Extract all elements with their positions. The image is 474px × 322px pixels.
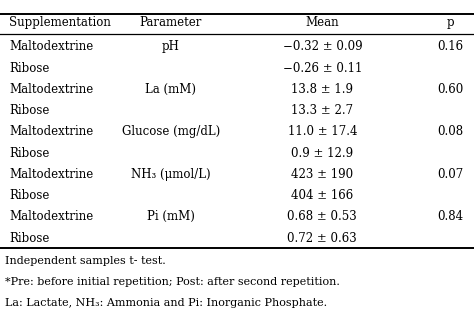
Text: 0.68 ± 0.53: 0.68 ± 0.53 [287, 210, 357, 223]
Text: 404 ± 166: 404 ± 166 [291, 189, 354, 202]
Text: Ribose: Ribose [9, 104, 50, 117]
Text: Maltodextrine: Maltodextrine [9, 83, 94, 96]
Text: 0.16: 0.16 [437, 40, 464, 53]
Text: Ribose: Ribose [9, 232, 50, 244]
Text: Supplementation: Supplementation [9, 16, 111, 29]
Text: Ribose: Ribose [9, 62, 50, 74]
Text: 13.8 ± 1.9: 13.8 ± 1.9 [292, 83, 353, 96]
Text: Maltodextrine: Maltodextrine [9, 168, 94, 181]
Text: Maltodextrine: Maltodextrine [9, 125, 94, 138]
Text: 0.72 ± 0.63: 0.72 ± 0.63 [287, 232, 357, 244]
Text: La (mM): La (mM) [145, 83, 196, 96]
Text: 0.08: 0.08 [437, 125, 464, 138]
Text: p: p [447, 16, 454, 29]
Text: Mean: Mean [306, 16, 339, 29]
Text: 0.84: 0.84 [437, 210, 464, 223]
Text: 13.3 ± 2.7: 13.3 ± 2.7 [291, 104, 354, 117]
Text: Glucose (mg/dL): Glucose (mg/dL) [121, 125, 220, 138]
Text: *Pre: before initial repetition; Post: after second repetition.: *Pre: before initial repetition; Post: a… [5, 277, 339, 287]
Text: Parameter: Parameter [139, 16, 202, 29]
Text: NH₃ (μmol/L): NH₃ (μmol/L) [131, 168, 210, 181]
Text: Maltodextrine: Maltodextrine [9, 210, 94, 223]
Text: pH: pH [162, 40, 180, 53]
Text: −0.26 ± 0.11: −0.26 ± 0.11 [283, 62, 362, 74]
Text: −0.32 ± 0.09: −0.32 ± 0.09 [283, 40, 362, 53]
Text: Pi (mM): Pi (mM) [146, 210, 195, 223]
Text: La: Lactate, NH₃: Ammonia and Pi: Inorganic Phosphate.: La: Lactate, NH₃: Ammonia and Pi: Inorga… [5, 298, 327, 308]
Text: Independent samples t- test.: Independent samples t- test. [5, 256, 165, 266]
Text: 0.07: 0.07 [437, 168, 464, 181]
Text: Maltodextrine: Maltodextrine [9, 40, 94, 53]
Text: 11.0 ± 17.4: 11.0 ± 17.4 [288, 125, 357, 138]
Text: Ribose: Ribose [9, 147, 50, 159]
Text: Ribose: Ribose [9, 189, 50, 202]
Text: 423 ± 190: 423 ± 190 [291, 168, 354, 181]
Text: 0.60: 0.60 [437, 83, 464, 96]
Text: 0.9 ± 12.9: 0.9 ± 12.9 [291, 147, 354, 159]
